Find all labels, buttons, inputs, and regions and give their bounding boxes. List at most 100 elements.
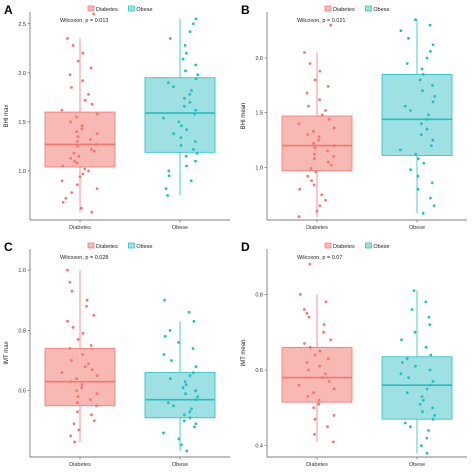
data-point [418,402,422,406]
data-point [70,191,73,194]
box-obese [144,321,216,451]
data-point [73,159,76,163]
data-point [69,156,73,160]
data-point [431,100,435,104]
data-point [431,380,435,383]
data-point [77,428,81,432]
y-tick-label: 1.0 [255,165,263,171]
data-point [194,17,198,21]
data-point [427,113,430,117]
data-point [72,151,76,155]
data-point [416,187,420,191]
points-obese [399,289,437,455]
data-point [166,194,170,197]
data-point [431,406,434,410]
data-point [418,78,422,82]
panel-label: A [4,3,13,17]
data-point [403,421,407,425]
data-point [184,383,188,387]
panel-d: D Diabetes Obese 0.4 0.6 0.8 IMT mean Diabetes O… [237,237,474,473]
data-point [400,338,403,342]
panel-label: C [4,240,13,254]
data-point [76,140,79,143]
data-point [332,155,335,158]
y-tick-label: 1.5 [255,111,263,117]
data-point [183,96,186,100]
x-tick-label-diabetes: Diabetes [306,225,328,231]
x-tick-label-obese: Obese [172,462,188,468]
data-point [421,73,425,76]
data-point [172,132,175,136]
data-point [421,410,424,413]
data-point [180,124,183,128]
data-point [318,98,321,101]
data-point [412,289,416,292]
data-point [180,443,183,447]
data-point [414,364,417,368]
data-point [188,374,192,377]
data-point [332,126,336,130]
data-point [75,161,79,165]
wilcoxon-annotation: Wilcoxon, p = 0.013 [60,18,108,24]
data-point [326,149,329,153]
data-point [181,386,185,390]
data-point [194,108,198,112]
data-point [324,372,327,376]
data-point [313,152,316,156]
data-point [428,323,432,326]
data-point [95,392,99,396]
data-point [69,380,72,383]
x-tick-label-obese: Obese [409,225,425,231]
y-axis-label: IMT max [4,341,10,364]
data-point [83,167,87,171]
data-point [431,83,434,87]
x-tick-label-diabetes: Diabetes [306,462,328,468]
y-tick-label: 1.5 [18,120,26,126]
legend-label-obese: Obese [373,7,389,13]
data-point [68,73,72,77]
data-point [405,62,409,65]
data-point [87,169,90,173]
box-obese [381,19,453,214]
data-point [61,164,65,168]
data-point [427,315,431,319]
box-obese [144,18,216,196]
data-point [76,338,80,341]
data-point [324,198,327,202]
data-point [76,401,79,405]
data-point [324,300,328,304]
data-point [70,289,74,293]
legend-swatch-diabetes [87,5,95,12]
data-point [184,69,187,73]
data-point [179,136,183,140]
data-point [305,91,309,95]
data-point [183,413,186,417]
data-point [172,85,175,88]
data-point [187,310,191,314]
data-point [430,181,434,185]
data-point [414,18,417,22]
data-point [329,23,333,27]
data-point [68,280,72,284]
data-point [167,174,171,178]
data-point [193,425,196,429]
data-point [332,414,336,417]
data-point [168,377,172,380]
data-point [320,193,324,197]
data-point [80,124,84,128]
data-point [163,298,166,302]
data-point [312,391,315,395]
data-point [427,429,430,432]
data-point [81,332,85,335]
data-point [64,197,68,200]
data-point [166,81,170,84]
data-point [194,77,198,81]
data-point [184,392,187,396]
data-point [425,436,429,440]
data-point [76,135,80,139]
data-point [419,133,423,137]
box-body [381,356,453,420]
data-point [61,200,65,204]
y-tick-label: 0.6 [18,389,26,395]
